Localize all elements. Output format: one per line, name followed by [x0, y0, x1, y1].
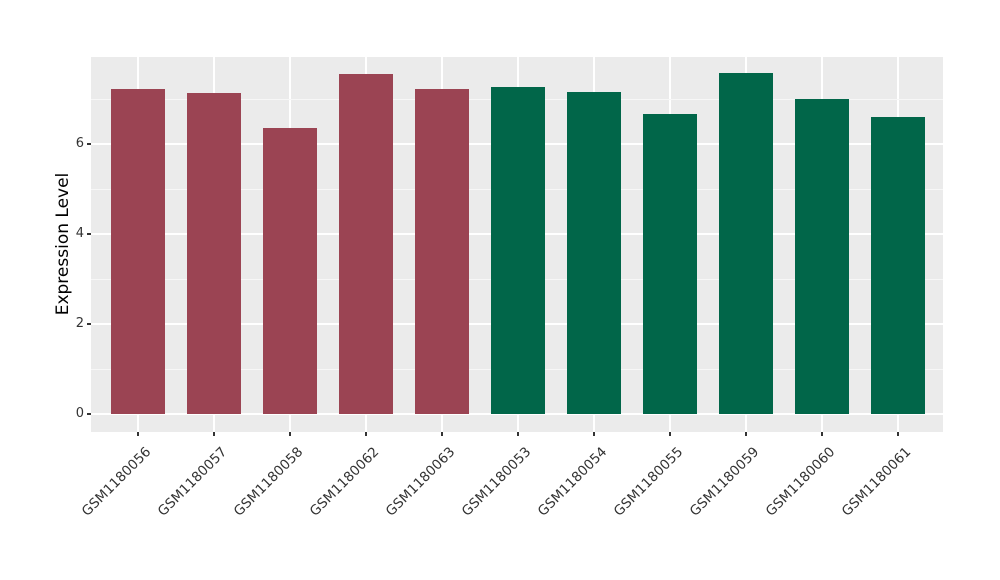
- x-tick-label-GSM1180053: GSM1180053: [458, 444, 535, 520]
- y-axis-title: Expression Level: [53, 172, 73, 316]
- x-tick-mark: [365, 432, 367, 436]
- y-tick-label: 0: [75, 406, 84, 421]
- x-tick-label-GSM1180063: GSM1180063: [382, 444, 459, 520]
- x-tick-label-GSM1180057: GSM1180057: [154, 444, 231, 520]
- x-tick-mark: [669, 432, 671, 436]
- x-tick-label-GSM1180060: GSM1180060: [762, 444, 839, 520]
- x-tick-mark: [441, 432, 443, 436]
- x-tick-mark: [517, 432, 519, 436]
- bar-GSM1180053: [491, 87, 545, 414]
- bar-GSM1180057: [187, 93, 241, 414]
- gridline-major-y: [91, 413, 943, 415]
- bar-GSM1180060: [795, 99, 849, 414]
- x-tick-mark: [289, 432, 291, 436]
- x-tick-label-GSM1180058: GSM1180058: [230, 444, 307, 520]
- x-tick-mark: [593, 432, 595, 436]
- x-tick-label-GSM1180054: GSM1180054: [534, 444, 611, 520]
- y-tick-mark: [87, 143, 91, 145]
- x-tick-mark: [213, 432, 215, 436]
- plot-panel: [91, 57, 943, 432]
- y-tick-mark: [87, 413, 91, 415]
- y-tick-label: 6: [75, 136, 84, 151]
- y-tick-mark: [87, 323, 91, 325]
- bar-GSM1180061: [871, 117, 925, 414]
- y-tick-label: 2: [75, 316, 84, 331]
- bar-GSM1180054: [567, 92, 621, 414]
- x-tick-mark: [137, 432, 139, 436]
- x-tick-label-GSM1180061: GSM1180061: [838, 444, 915, 520]
- x-tick-mark: [821, 432, 823, 436]
- bar-GSM1180062: [339, 74, 393, 414]
- bar-GSM1180058: [263, 128, 317, 414]
- bar-GSM1180055: [643, 114, 697, 414]
- x-tick-mark: [745, 432, 747, 436]
- x-tick-label-GSM1180059: GSM1180059: [686, 444, 763, 520]
- bar-GSM1180059: [719, 73, 773, 414]
- x-tick-label-GSM1180055: GSM1180055: [610, 444, 687, 520]
- x-tick-mark: [897, 432, 899, 436]
- bar-GSM1180063: [415, 89, 469, 414]
- y-tick-label: 4: [75, 226, 84, 241]
- bar-GSM1180056: [111, 89, 165, 414]
- x-tick-label-GSM1180062: GSM1180062: [306, 444, 383, 520]
- x-tick-label-GSM1180056: GSM1180056: [78, 444, 155, 520]
- y-tick-mark: [87, 233, 91, 235]
